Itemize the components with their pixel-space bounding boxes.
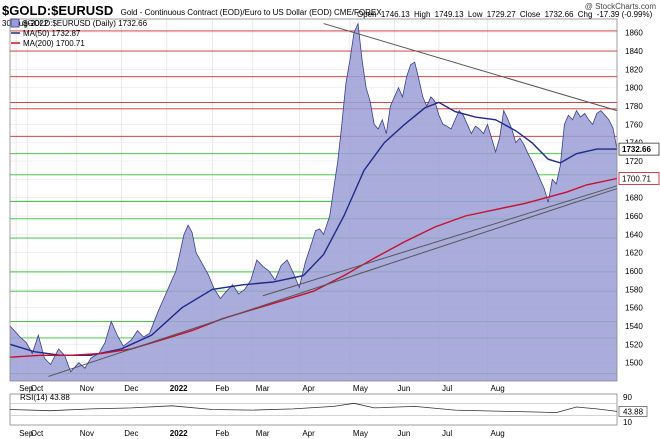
- y-axis: 1500 1520 1540 1560 1580 1600 1620 1640 1660 1680…: [618, 29, 660, 368]
- x-tick-label-rsi-8: May: [353, 429, 368, 438]
- y-tick-label-3: 1560: [625, 304, 643, 313]
- x-tick-label-rsi-6: Mar: [256, 429, 270, 438]
- price-area: [9, 22, 618, 381]
- ma50-line: [9, 101, 617, 356]
- x-tick-label-rsi-4: 2022: [170, 429, 188, 438]
- x-tick-label-6: Mar: [256, 384, 270, 393]
- price-tag-0: 1732.66: [622, 145, 651, 154]
- rsi-frame: [9, 393, 618, 426]
- x-tick-label-11: Aug: [491, 384, 505, 393]
- x-tick-label-3: Dec: [124, 384, 138, 393]
- trendlines: [48, 23, 618, 377]
- rsi-tick-0: 90: [623, 393, 632, 402]
- y-tick-label-1: 1520: [625, 340, 643, 349]
- y-tick-label-11: 1720: [625, 157, 643, 166]
- rsi-tick-1: 43.88: [623, 407, 644, 416]
- legend-ma50: MA(50) 1732.87: [23, 29, 81, 38]
- y-tick-label-7: 1640: [625, 230, 643, 239]
- x-tick-label-rsi-7: Apr: [302, 429, 315, 438]
- x-tick-label-rsi-11: Aug: [491, 429, 505, 438]
- y-tick-label-6: 1620: [625, 249, 643, 258]
- x-tick-label-rsi-10: Jul: [442, 429, 452, 438]
- close-value: 1732.66: [544, 10, 574, 19]
- rsi-panel: 90 43.88 10: [9, 393, 648, 427]
- x-axis: SepSepOctOctNovNovDecDec20222022FebFebMa…: [19, 384, 505, 438]
- trendline-1: [262, 185, 618, 297]
- high-label: High: [413, 10, 431, 19]
- change-label: Chg: [577, 10, 593, 19]
- y-tick-label-15: 1800: [625, 84, 643, 93]
- x-tick-label-8: May: [353, 384, 368, 393]
- ohlc-readout: Open 1746.13 High 1749.13 Low 1729.27 Cl…: [355, 10, 652, 19]
- watermark: @ StockCharts.com: [584, 2, 656, 11]
- y-tick-label-17: 1840: [625, 47, 643, 56]
- price-tag-box-0: [618, 142, 660, 156]
- y-tick-label-8: 1660: [625, 212, 643, 221]
- price-line: [9, 22, 618, 373]
- legend-price: $GOLD:$EURUSD (Daily) 1732.66: [23, 19, 148, 28]
- open-value: 1746.13: [380, 10, 410, 19]
- y-tick-label-13: 1760: [625, 120, 643, 129]
- chart-date: 30-Aug-2022: [2, 19, 49, 28]
- x-tick-label-5: Feb: [215, 384, 229, 393]
- y-tick-label-18: 1860: [625, 29, 643, 38]
- x-tick-label-4: 2022: [170, 384, 188, 393]
- y-tick-label-14: 1780: [625, 102, 643, 111]
- x-tick-label-7: Apr: [302, 384, 315, 393]
- trendline-2: [323, 23, 618, 112]
- x-tick-label-rsi-5: Feb: [215, 429, 229, 438]
- low-label: Low: [467, 10, 483, 19]
- y-tick-label-9: 1680: [625, 194, 643, 203]
- y-tick-label-5: 1600: [625, 267, 643, 276]
- close-label: Close: [519, 10, 541, 19]
- price-tag-1: 1700.71: [622, 174, 651, 183]
- plot-frame: [9, 18, 618, 382]
- rsi-label: RSI(14) 43.88: [20, 393, 70, 402]
- legend: $GOLD:$EURUSD (Daily) 1732.66 MA(50) 173…: [10, 18, 148, 48]
- x-tick-label-2: Nov: [80, 384, 94, 393]
- x-tick-label-10: Jul: [442, 384, 452, 393]
- low-value: 1729.27: [486, 10, 516, 19]
- open-label: Open: [357, 10, 377, 19]
- legend-swatch-price: [10, 18, 20, 28]
- plot-border: [9, 18, 618, 382]
- x-tick-label-rsi-3: Dec: [124, 429, 138, 438]
- trendline-0: [48, 188, 618, 377]
- y-tick-label-2: 1540: [625, 322, 643, 331]
- x-tick-label-1: Oct: [31, 384, 44, 393]
- rsi-tag-box: [618, 406, 648, 417]
- legend-ma200: MA(200) 1700.71: [23, 39, 85, 48]
- x-tick-label-rsi-2: Nov: [80, 429, 94, 438]
- symbol-label: $GOLD:$EURUSD: [2, 3, 114, 18]
- y-tick-label-16: 1820: [625, 65, 643, 74]
- chart-title: $GOLD:$EURUSD Gold - Continuous Contract…: [2, 3, 382, 18]
- rsi-tick-2: 10: [623, 418, 632, 427]
- price-tag-box-1: [618, 172, 660, 185]
- chart-header: $GOLD:$EURUSD Gold - Continuous Contract…: [0, 0, 660, 34]
- y-tick-label-4: 1580: [625, 285, 643, 294]
- x-tick-label-rsi-1: Oct: [31, 429, 44, 438]
- high-value: 1749.13: [434, 10, 464, 19]
- x-tick-label-0: Sep: [19, 384, 34, 393]
- price-area-fill: [10, 23, 617, 381]
- change-value: -17.39 (-0.99%): [596, 10, 653, 19]
- x-tick-label-9: Jun: [397, 384, 410, 393]
- x-tick-label-rsi-0: Sep: [19, 429, 34, 438]
- rsi-line: [9, 402, 618, 414]
- y-tick-label-0: 1500: [625, 359, 643, 368]
- symbol-description: Gold - Continuous Contract (EOD)/Euro to…: [120, 8, 382, 17]
- x-tick-label-rsi-9: Jun: [397, 429, 410, 438]
